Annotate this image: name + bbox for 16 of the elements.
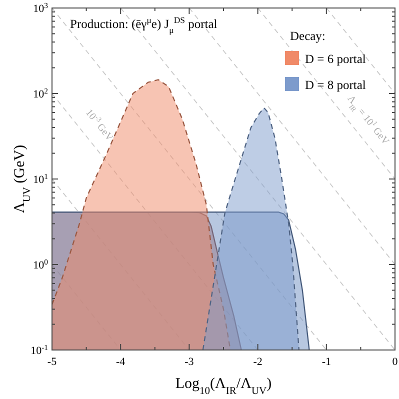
x-tick-label: -2: [253, 356, 262, 368]
y-tick-label: 10$^{-1}$: [30, 342, 48, 357]
y-tick-label: 10$^{1}$: [33, 172, 48, 186]
x-tick-label: -3: [184, 356, 194, 368]
x-tick-label: -1: [322, 356, 331, 368]
x-tick-label: 0: [392, 356, 398, 368]
x-tick-label: -4: [116, 356, 126, 368]
legend-label: D = 6 portal: [305, 52, 366, 66]
legend-label: D = 8 portal: [305, 78, 366, 92]
x-tick-label: -5: [47, 356, 58, 368]
y-tick-label: 10$^{2}$: [33, 86, 48, 100]
x-axis-title: Log$_{10}$(Λ$_{IR}$/Λ$_{UV}$): [175, 376, 272, 396]
y-tick-label: 10$^{3}$: [33, 0, 48, 15]
y-tick-label: 10$^{0}$: [33, 257, 48, 272]
text: Production: (ēγ$^{μ}$e) J$_{μ}$$^{DS}$ portal: [70, 15, 218, 35]
legend-title: Decay:: [290, 29, 326, 43]
